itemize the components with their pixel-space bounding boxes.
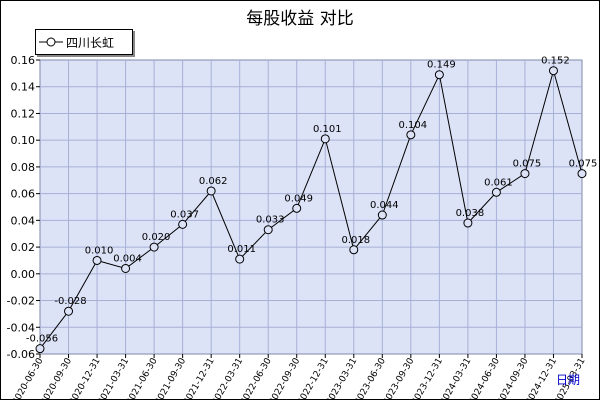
- data-point: [206, 186, 216, 196]
- data-label: 0.004: [113, 253, 142, 264]
- data-point: [263, 225, 273, 235]
- y-tick-label: -0.06: [7, 348, 35, 361]
- legend-label: 四川长虹: [66, 36, 115, 50]
- data-point: [548, 66, 558, 76]
- data-label: 0.033: [256, 215, 285, 226]
- data-label: -0.056: [26, 334, 58, 345]
- data-label: 0.152: [541, 56, 570, 67]
- x-axis-label: 日期: [556, 373, 580, 387]
- data-point: [178, 219, 188, 229]
- data-point: [577, 169, 587, 179]
- y-tick-label: 0.04: [11, 214, 36, 227]
- data-point: [406, 130, 416, 140]
- data-label: 0.011: [227, 244, 256, 255]
- data-label: 0.038: [456, 208, 485, 219]
- data-label: 0.101: [313, 124, 342, 135]
- data-point: [463, 218, 473, 228]
- y-tick-label: 0.12: [11, 107, 36, 120]
- data-point: [235, 254, 245, 264]
- data-label: 0.020: [142, 232, 171, 243]
- plot-area: [39, 59, 583, 355]
- data-point: [35, 344, 45, 354]
- data-label: 0.049: [284, 193, 313, 204]
- y-tick-label: 0.08: [11, 161, 36, 174]
- y-tick-label: 0.06: [11, 188, 36, 201]
- data-label: 0.061: [484, 177, 513, 188]
- data-point: [64, 306, 74, 316]
- data-label: 0.075: [569, 159, 598, 170]
- x-tick-label: 2020-06-30: [11, 356, 46, 400]
- x-axis-ticks: 2020-06-302020-09-302020-12-312021-03-31…: [11, 354, 588, 400]
- y-tick-label: -0.04: [7, 321, 35, 334]
- data-point: [377, 210, 387, 220]
- y-tick-label: 0.02: [11, 241, 36, 254]
- data-label: 0.018: [341, 235, 370, 246]
- y-tick-label: -0.02: [7, 295, 35, 308]
- chart-title: 每股收益 对比: [246, 9, 354, 29]
- legend-marker-icon: [39, 37, 63, 47]
- data-point: [92, 255, 102, 265]
- data-point: [434, 70, 444, 80]
- data-point: [491, 187, 501, 197]
- data-label: 0.149: [427, 60, 456, 71]
- data-label: 0.062: [199, 176, 228, 187]
- data-point: [121, 263, 131, 273]
- data-label: 0.104: [399, 120, 428, 131]
- data-label: -0.028: [54, 296, 86, 307]
- data-point: [320, 134, 330, 144]
- y-tick-label: 0.14: [11, 81, 36, 94]
- data-point: [292, 203, 302, 213]
- y-axis-ticks: -0.06 -0.04 -0.02 0.00 0.02 0.04 0.06 0.08 0.10 0…: [7, 54, 40, 361]
- y-tick-label: 0.00: [11, 268, 36, 281]
- data-label: 0.010: [85, 245, 114, 256]
- data-label: 0.044: [370, 200, 399, 211]
- y-tick-label: 0.16: [11, 54, 36, 67]
- legend: 四川长虹: [35, 29, 133, 55]
- data-label: 0.037: [170, 209, 199, 220]
- data-point: [149, 242, 159, 252]
- y-tick-label: 0.10: [11, 134, 36, 147]
- data-point: [520, 169, 530, 179]
- series-line: [39, 68, 583, 350]
- data-label: 0.075: [513, 159, 542, 170]
- data-points: [35, 66, 587, 354]
- data-point: [349, 245, 359, 255]
